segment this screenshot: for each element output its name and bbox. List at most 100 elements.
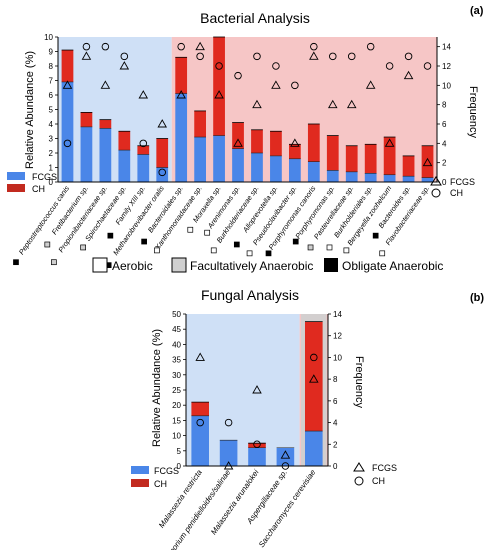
facultative-swatch [171,257,187,273]
oxygen-marker [379,250,386,257]
left-tick-label: 10 [44,33,53,42]
oxygen-marker [80,244,87,251]
bar-fcgs [191,415,210,466]
left-tick-label: 8 [49,62,54,71]
bar-fcgs [289,158,301,182]
freq-marker-fcgs [271,80,281,89]
bar-ch [248,443,266,448]
oxygen-marker [204,229,211,236]
freq-marker-fcgs [346,99,357,109]
oxygen-marker [141,238,147,245]
bar-fcgs [421,177,434,182]
freq-marker-fcgs [176,90,186,99]
bar-ch [213,37,225,136]
legend-ch-label-b: CH [154,479,167,489]
ch-region-background [171,37,437,182]
right-tick-label: 12 [333,332,342,341]
bar-ch [402,155,415,177]
obligate-swatch [324,258,338,272]
bar-fcgs [304,431,323,466]
legend-ch-label-a: CH [32,184,45,194]
right-tick-label: 6 [442,120,447,129]
left-tick-label: 15 [172,416,181,425]
freq-marker-ch [177,42,185,51]
bar-fcgs [213,135,225,182]
bar-fcgs [99,128,112,182]
right-tick-label: 0 [333,462,338,471]
right-tick-label: 2 [442,159,447,168]
bar-ch [194,110,206,138]
bar-ch [156,138,169,168]
bacterial-y2label: Frequency [467,86,479,138]
panel-a-letter: (a) [470,5,484,17]
aerobic-swatch [92,257,108,273]
right-tick-label: 8 [442,101,447,110]
left-tick-label: 35 [172,356,181,365]
bar-fcgs [276,447,295,466]
oxygen-marker [233,241,240,248]
left-tick-label: 3 [49,135,54,144]
freq-marker-fcgs [309,51,319,60]
bar-ch [326,135,339,171]
right-tick-label: 8 [333,375,338,384]
left-tick-label: 10 [172,432,181,441]
legend-circle-marker-b [354,476,364,486]
bar-fcgs [248,447,266,466]
freq-marker-fcgs [62,80,73,89]
bar-fcgs [194,137,206,182]
right-tick-label: 4 [333,419,338,428]
obligate-label: Obligate Anaerobic [342,259,443,273]
legend-ch-freq-label-a: CH [450,188,463,198]
freq-marker-fcgs [309,374,319,383]
legend-fcgs-label-b: FCGS [154,466,179,476]
bar-ch [61,50,74,82]
fcgs-region-background [58,37,172,182]
freq-marker-ch [272,62,280,70]
bar-fcgs [345,171,358,182]
bar-fcgs [156,167,169,182]
freq-marker-fcgs [422,157,433,167]
freq-marker-fcgs [290,138,300,147]
left-tick-label: 0 [49,178,54,187]
bacterial-title: Bacterial Analysis [200,10,310,26]
legend-fcgs-swatch-b [131,466,149,474]
left-tick-label: 5 [49,106,54,115]
left-tick-label: 25 [172,386,181,395]
legend-ch-freq-label-b: CH [372,476,385,486]
freq-marker-ch [404,52,413,61]
bar-fcgs [402,176,415,182]
oxygen-marker [154,247,160,254]
oxygen-marker [372,232,379,239]
freq-marker-ch [196,418,204,427]
left-tick-label: 7 [49,77,54,86]
bar-ch [80,112,93,127]
bar-ch [421,145,434,178]
legend-ch-swatch-b [131,479,149,487]
right-tick-label: 6 [333,397,338,406]
bacterial-ylabel: Relative Abundance (%) [24,51,36,169]
oxygen-marker [44,241,51,248]
freq-marker-fcgs [252,99,262,109]
freq-marker-ch [82,42,91,51]
freq-marker-fcgs [195,41,205,51]
bar-fcgs [219,440,238,466]
bar-ch [304,321,323,432]
oxygen-marker [187,226,194,233]
bar-ch [251,129,263,153]
oxygen-marker [307,244,314,251]
bar-fcgs [232,148,244,182]
left-tick-label: 5 [177,447,182,456]
legend-fcgs-label-a: FCGS [32,172,57,182]
oxygen-marker [343,247,350,254]
freq-marker-fcgs [100,80,111,89]
left-tick-label: 6 [49,91,54,100]
freq-marker-ch [310,42,318,51]
bar-fcgs [307,161,320,182]
panel-b-letter: (b) [470,292,484,304]
right-tick-label: 4 [442,139,447,148]
legend-triangle-marker-b [353,462,365,472]
bar-ch [99,119,112,129]
freq-marker-ch [63,139,72,148]
left-tick-label: 9 [49,48,54,57]
